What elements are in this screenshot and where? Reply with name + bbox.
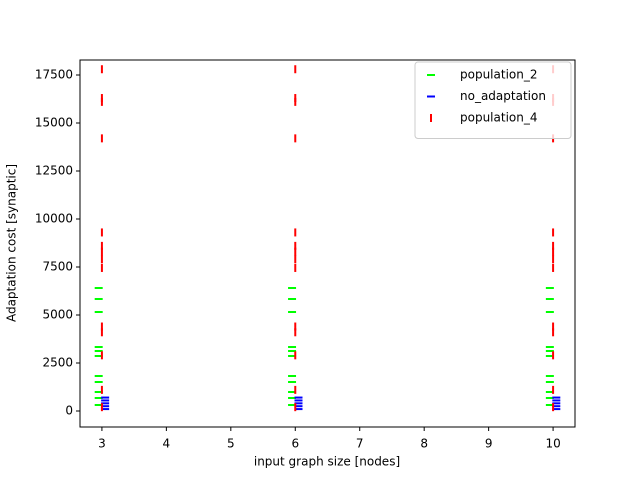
x-tick-label: 9	[485, 437, 493, 451]
y-axis-label: Adaptation cost [synaptic]	[5, 164, 19, 322]
legend-label: population_2	[460, 68, 538, 82]
x-axis-label: input graph size [nodes]	[254, 455, 400, 469]
y-tick-label: 10000	[35, 212, 73, 226]
y-tick-label: 15000	[35, 115, 73, 129]
y-tick-label: 0	[65, 404, 73, 418]
x-tick-label: 7	[356, 437, 364, 451]
y-tick-label: 17500	[35, 67, 73, 81]
legend-label: population_4	[460, 111, 538, 125]
x-tick-label: 8	[420, 437, 428, 451]
y-tick-label: 12500	[35, 163, 73, 177]
y-tick-label: 2500	[42, 356, 73, 370]
x-tick-label: 4	[163, 437, 171, 451]
x-tick-label: 6	[291, 437, 299, 451]
x-tick-label: 5	[227, 437, 235, 451]
x-tick-label: 3	[98, 437, 106, 451]
legend-label: no_adaptation	[460, 89, 546, 103]
plot-frame	[79, 59, 576, 428]
y-tick-label: 7500	[42, 260, 73, 274]
y-tick-label: 5000	[42, 308, 73, 322]
x-tick-label: 10	[545, 437, 560, 451]
legend-box	[414, 61, 572, 139]
